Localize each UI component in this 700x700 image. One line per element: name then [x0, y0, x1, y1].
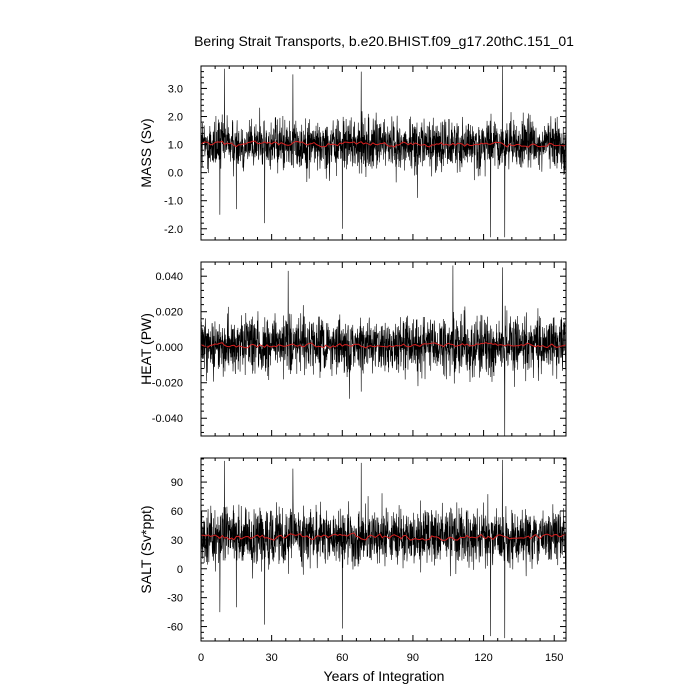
- y-tick-label: -1.0: [164, 196, 183, 208]
- y-tick-label: 0: [177, 564, 183, 576]
- y-tick-label: 60: [171, 506, 183, 518]
- x-tick-label: 120: [474, 652, 492, 664]
- y-tick-label: -0.020: [152, 378, 183, 390]
- x-tick-label: 0: [198, 652, 204, 664]
- series-raw-salt: [201, 459, 566, 639]
- series-raw-heat: [201, 265, 566, 436]
- y-tick-label: -30: [167, 593, 183, 605]
- y-axis-label-salt: SALT (Sv*ppt): [138, 505, 154, 593]
- panel-heat: -0.040 -0.020 0.000 0.020 0.040 HEAT (PW): [138, 261, 567, 437]
- panel-salt: -60 -30 0 30 60 90 SALT (Sv*ppt): [138, 457, 567, 642]
- x-axis-label: Years of Integration: [324, 668, 445, 684]
- y-tick-label: 2.0: [168, 112, 183, 124]
- y-tick-label: 0.0: [168, 168, 183, 180]
- x-tick-label: 30: [266, 652, 278, 664]
- panel-frame-heat: [200, 261, 567, 437]
- panel-frame-mass: [200, 65, 567, 241]
- x-tick-label: 150: [545, 652, 563, 664]
- y-tick-label: 0.020: [155, 307, 183, 319]
- panel-mass: -2.0 -1.0 0.0 1.0 2.0 3.0 MASS (Sv): [138, 65, 567, 241]
- y-tick-label: 0.040: [155, 271, 183, 283]
- y-tick-label: 3.0: [168, 83, 183, 95]
- panel-frame-salt: [200, 457, 567, 642]
- x-tick-label: 60: [336, 652, 348, 664]
- y-axis-label-mass: MASS (Sv): [138, 118, 154, 187]
- y-tick-label: -0.040: [152, 413, 183, 425]
- y-tick-label: 30: [171, 535, 183, 547]
- series-mean-heat: [201, 342, 566, 349]
- y-tick-label: -60: [167, 622, 183, 634]
- y-tick-label: -2.0: [164, 224, 183, 236]
- series-mean-salt: [201, 532, 566, 541]
- y-tick-label: 90: [171, 477, 183, 489]
- series-raw-mass: [201, 66, 566, 238]
- y-axis-label-heat: HEAT (PW): [138, 313, 154, 385]
- y-tick-label: 1.0: [168, 140, 183, 152]
- chart-title: Bering Strait Transports, b.e20.BHIST.f0…: [194, 33, 574, 49]
- x-tick-label: 90: [407, 652, 419, 664]
- series-mean-mass: [201, 140, 566, 148]
- y-tick-label: 0.000: [155, 342, 183, 354]
